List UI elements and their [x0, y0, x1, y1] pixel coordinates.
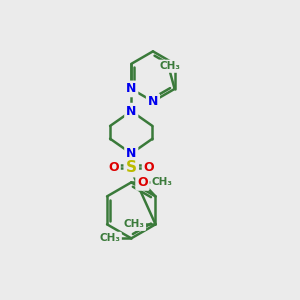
- Text: S: S: [126, 160, 137, 175]
- Text: CH₃: CH₃: [160, 61, 181, 71]
- Text: O: O: [137, 176, 148, 189]
- Text: CH₃: CH₃: [124, 219, 145, 229]
- Text: N: N: [126, 147, 136, 160]
- Text: N: N: [126, 105, 136, 118]
- Text: N: N: [126, 82, 136, 95]
- Text: O: O: [144, 161, 154, 174]
- Text: CH₃: CH₃: [99, 233, 120, 243]
- Text: N: N: [148, 95, 158, 108]
- Text: CH₃: CH₃: [152, 177, 173, 188]
- Text: O: O: [108, 161, 119, 174]
